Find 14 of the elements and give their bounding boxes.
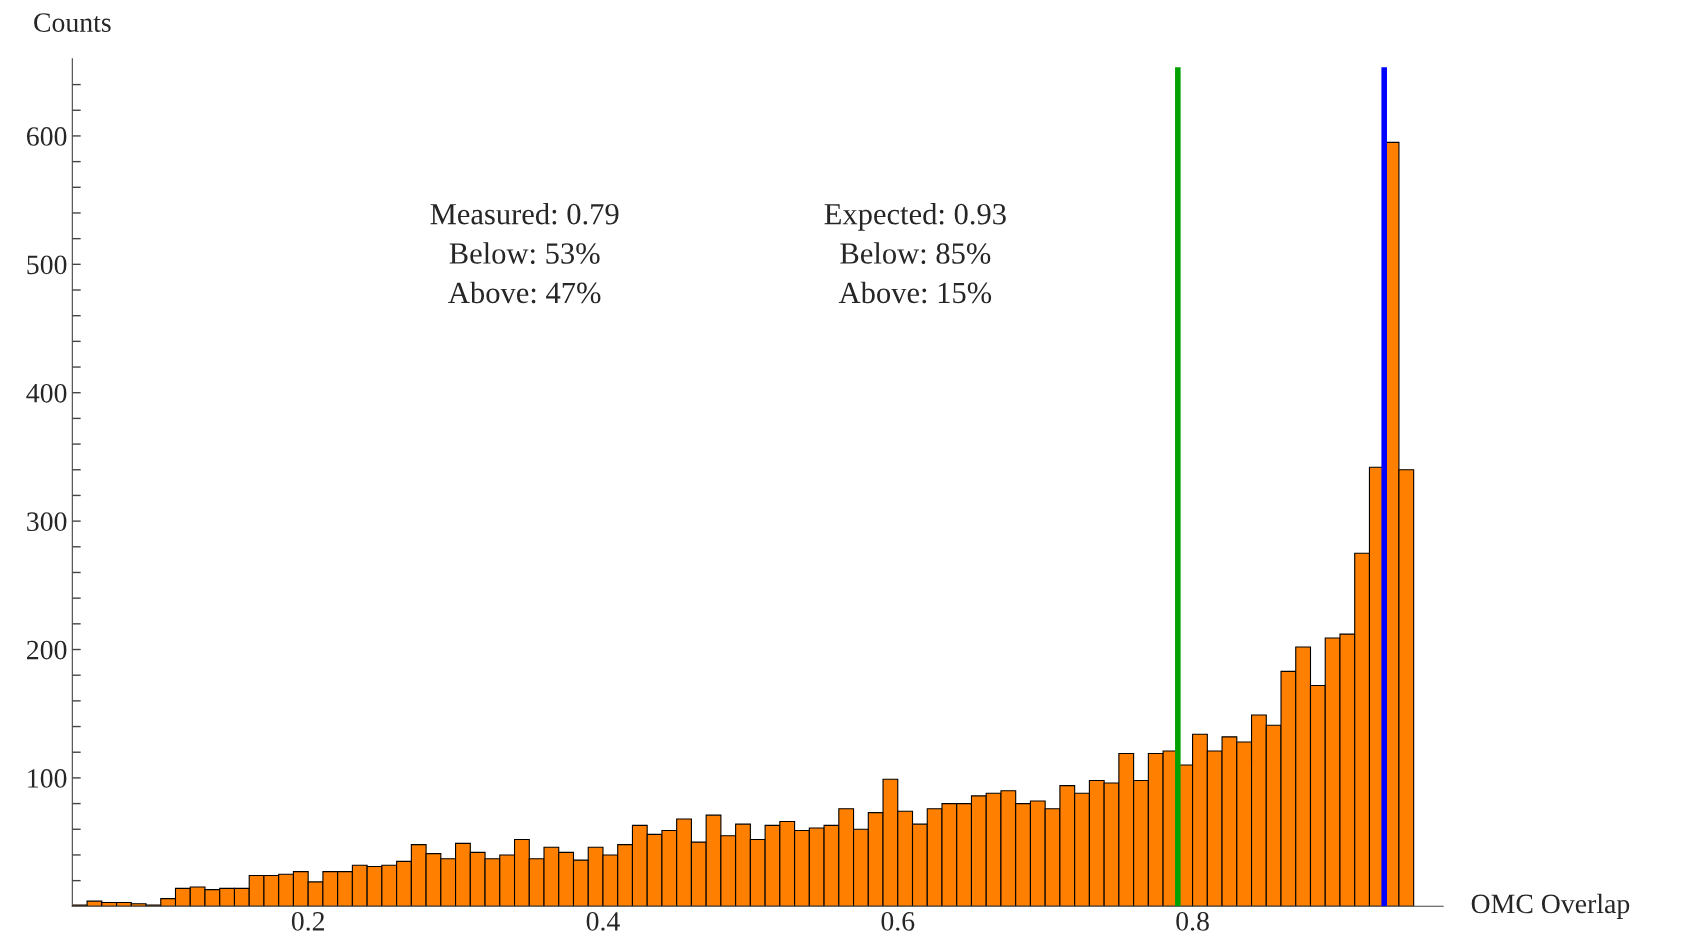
y-tick-label: 500 xyxy=(27,255,67,275)
y-tick-label: 200 xyxy=(27,640,67,660)
x-tick-label: 0.6 xyxy=(881,911,915,931)
y-tick-label: 400 xyxy=(26,383,67,403)
y-tick-label: 100 xyxy=(28,769,67,788)
x-tick-label: 0.4 xyxy=(586,911,620,931)
annotation: Measured: 0.79 Below: 53% Above: 47% xyxy=(430,202,619,304)
y-axis-title: Counts xyxy=(34,13,111,32)
annotation: Expected: 0.93 Below: 85% Above: 15% xyxy=(824,202,1006,304)
y-tick-label: 600 xyxy=(26,127,67,146)
y-tick-label: 300 xyxy=(27,512,67,532)
x-tick-label: 0.2 xyxy=(291,911,324,931)
x-tick-label: 0.8 xyxy=(1176,911,1209,931)
x-axis-title: OMC Overlap xyxy=(1471,893,1630,919)
